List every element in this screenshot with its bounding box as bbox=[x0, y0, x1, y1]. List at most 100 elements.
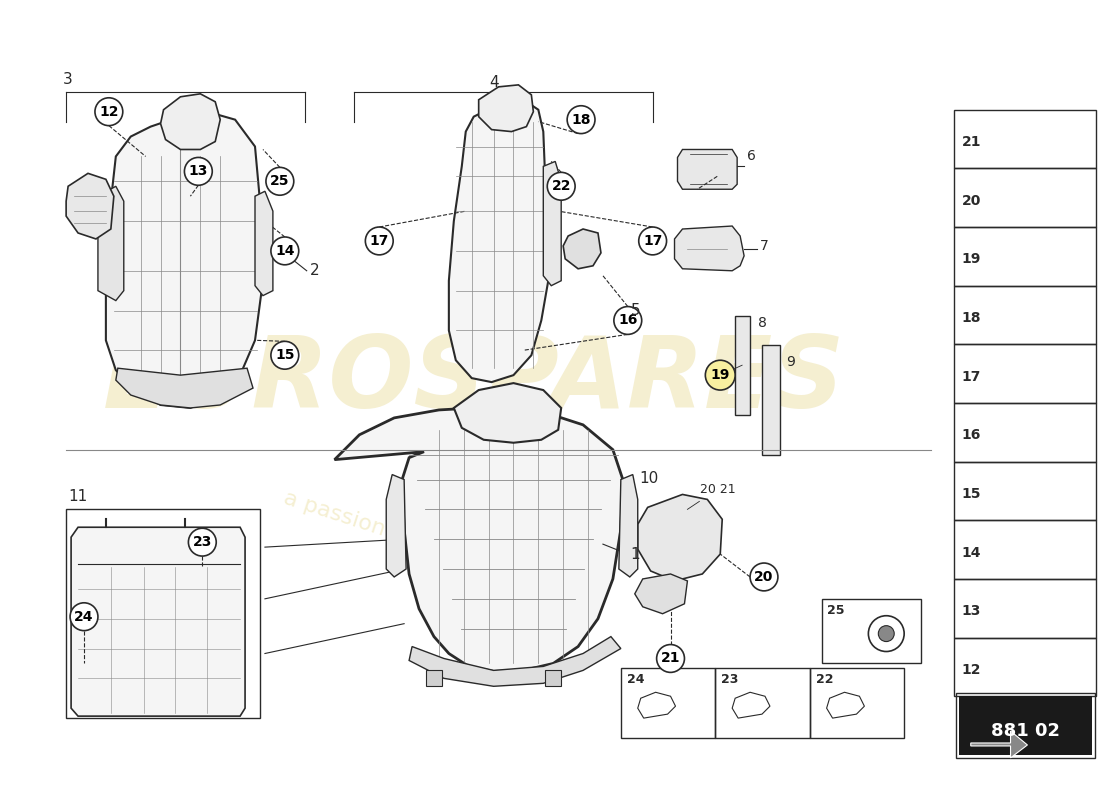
Bar bbox=[954, 638, 1096, 696]
Text: 14: 14 bbox=[275, 244, 295, 258]
Bar bbox=[954, 168, 1096, 227]
Text: 21: 21 bbox=[661, 651, 680, 666]
Circle shape bbox=[365, 227, 393, 255]
Text: a passion for parts since 1985: a passion for parts since 1985 bbox=[280, 487, 607, 610]
Circle shape bbox=[639, 227, 667, 255]
Text: 16: 16 bbox=[961, 428, 981, 442]
Polygon shape bbox=[478, 85, 534, 131]
Circle shape bbox=[614, 306, 641, 334]
Text: 5: 5 bbox=[630, 303, 640, 318]
Text: 25: 25 bbox=[826, 604, 844, 617]
Circle shape bbox=[705, 360, 735, 390]
Bar bbox=[954, 344, 1096, 403]
Bar bbox=[66, 510, 260, 718]
Bar bbox=[954, 286, 1096, 344]
Text: 17: 17 bbox=[370, 234, 389, 248]
Text: 6: 6 bbox=[747, 150, 756, 163]
Polygon shape bbox=[563, 229, 601, 269]
Text: 23: 23 bbox=[192, 535, 212, 549]
Text: 13: 13 bbox=[189, 164, 208, 178]
Circle shape bbox=[185, 158, 212, 186]
Polygon shape bbox=[971, 731, 1027, 758]
Text: 18: 18 bbox=[571, 113, 591, 126]
Text: 8: 8 bbox=[758, 315, 767, 330]
Polygon shape bbox=[638, 494, 723, 581]
Polygon shape bbox=[674, 226, 744, 270]
Bar bbox=[822, 599, 921, 663]
Text: 24: 24 bbox=[627, 674, 645, 686]
Circle shape bbox=[568, 106, 595, 134]
Polygon shape bbox=[106, 110, 263, 408]
Text: 20: 20 bbox=[961, 194, 981, 208]
Circle shape bbox=[878, 626, 894, 642]
Polygon shape bbox=[116, 368, 253, 408]
Polygon shape bbox=[66, 174, 113, 239]
Bar bbox=[954, 579, 1096, 638]
Bar bbox=[954, 520, 1096, 579]
Text: 19: 19 bbox=[961, 252, 981, 266]
Text: 19: 19 bbox=[711, 368, 730, 382]
Polygon shape bbox=[161, 94, 220, 150]
Text: 2: 2 bbox=[310, 263, 319, 278]
Polygon shape bbox=[255, 191, 273, 296]
Text: 21: 21 bbox=[961, 135, 981, 149]
Bar bbox=[954, 110, 1096, 168]
Text: 3: 3 bbox=[63, 72, 73, 87]
Text: 17: 17 bbox=[961, 370, 981, 384]
Polygon shape bbox=[409, 637, 620, 686]
Bar bbox=[715, 669, 810, 738]
Text: 25: 25 bbox=[271, 174, 289, 188]
Text: EUROSPARES: EUROSPARES bbox=[102, 332, 845, 429]
Text: 10: 10 bbox=[640, 471, 659, 486]
Text: 12: 12 bbox=[961, 663, 981, 677]
Text: 15: 15 bbox=[275, 348, 295, 362]
Text: 20 21: 20 21 bbox=[701, 483, 736, 497]
Polygon shape bbox=[735, 315, 750, 415]
Polygon shape bbox=[386, 474, 406, 577]
Text: 16: 16 bbox=[618, 314, 638, 327]
Text: 18: 18 bbox=[961, 311, 981, 325]
Text: 13: 13 bbox=[961, 604, 981, 618]
Polygon shape bbox=[334, 408, 623, 671]
Text: 1: 1 bbox=[630, 546, 640, 562]
Polygon shape bbox=[543, 162, 561, 286]
Bar bbox=[954, 462, 1096, 520]
Text: 4: 4 bbox=[488, 75, 498, 90]
Text: 23: 23 bbox=[722, 674, 738, 686]
Bar bbox=[956, 694, 1094, 758]
Text: 20: 20 bbox=[755, 570, 773, 584]
Bar bbox=[954, 403, 1096, 462]
Text: 881 02: 881 02 bbox=[991, 722, 1060, 739]
Text: 17: 17 bbox=[644, 234, 662, 248]
Polygon shape bbox=[635, 574, 688, 614]
Circle shape bbox=[271, 342, 299, 369]
Circle shape bbox=[548, 172, 575, 200]
Bar bbox=[810, 669, 904, 738]
Polygon shape bbox=[619, 474, 638, 577]
Bar bbox=[954, 227, 1096, 286]
Text: 11: 11 bbox=[68, 490, 87, 504]
Circle shape bbox=[70, 602, 98, 630]
Circle shape bbox=[657, 645, 684, 672]
Circle shape bbox=[868, 616, 904, 651]
Circle shape bbox=[750, 563, 778, 591]
Text: 12: 12 bbox=[99, 105, 119, 118]
Text: 24: 24 bbox=[75, 610, 94, 624]
Bar bbox=[620, 669, 715, 738]
Text: 14: 14 bbox=[961, 546, 981, 559]
Polygon shape bbox=[762, 346, 780, 454]
Text: 7: 7 bbox=[760, 239, 769, 253]
Circle shape bbox=[266, 167, 294, 195]
Polygon shape bbox=[678, 150, 737, 190]
Circle shape bbox=[95, 98, 123, 126]
Text: 22: 22 bbox=[551, 179, 571, 194]
Text: 15: 15 bbox=[961, 487, 981, 501]
Text: 9: 9 bbox=[785, 355, 794, 370]
Bar bbox=[959, 696, 1092, 755]
Polygon shape bbox=[454, 383, 561, 442]
Polygon shape bbox=[449, 100, 551, 382]
Circle shape bbox=[188, 528, 217, 556]
Bar bbox=[546, 670, 561, 686]
Circle shape bbox=[271, 237, 299, 265]
Polygon shape bbox=[72, 527, 245, 716]
